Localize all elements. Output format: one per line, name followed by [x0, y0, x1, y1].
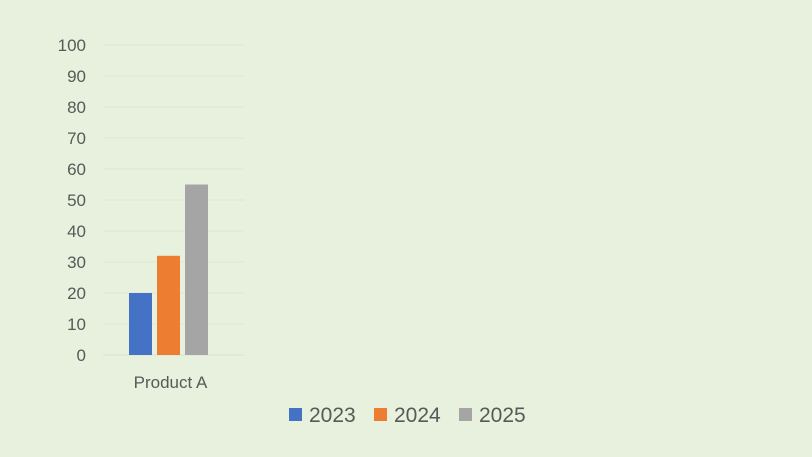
legend-label-2023: 2023: [309, 404, 356, 427]
legend-label-2024: 2024: [394, 404, 441, 427]
y-tick-label: 40: [67, 222, 86, 241]
legend: 2023 2024 2025: [289, 404, 526, 427]
y-tick-label: 0: [77, 346, 86, 365]
y-tick-label: 10: [67, 315, 86, 334]
y-tick-label: 90: [67, 67, 86, 86]
y-tick-label: 50: [67, 191, 86, 210]
gridlines: [103, 44, 244, 356]
bar-2024-product-a: [157, 255, 180, 355]
bars: [129, 184, 208, 355]
legend-swatch-2025: [459, 408, 472, 421]
legend-swatch-2024: [374, 408, 387, 421]
legend-label-2025: 2025: [479, 404, 526, 427]
x-category-label: Product A: [134, 373, 208, 392]
x-axis-category-labels: Product A: [134, 373, 208, 392]
y-axis-tick-labels: 0 10 20 30 40 50 60 70 80 90 100: [58, 36, 86, 365]
y-tick-label: 100: [58, 36, 86, 55]
legend-swatch-2023: [289, 408, 302, 421]
bar-2025-product-a: [185, 184, 208, 355]
y-tick-label: 70: [67, 129, 86, 148]
y-tick-label: 60: [67, 160, 86, 179]
y-tick-label: 80: [67, 98, 86, 117]
y-tick-label: 20: [67, 284, 86, 303]
y-tick-label: 30: [67, 253, 86, 272]
bar-2023-product-a: [129, 293, 152, 355]
